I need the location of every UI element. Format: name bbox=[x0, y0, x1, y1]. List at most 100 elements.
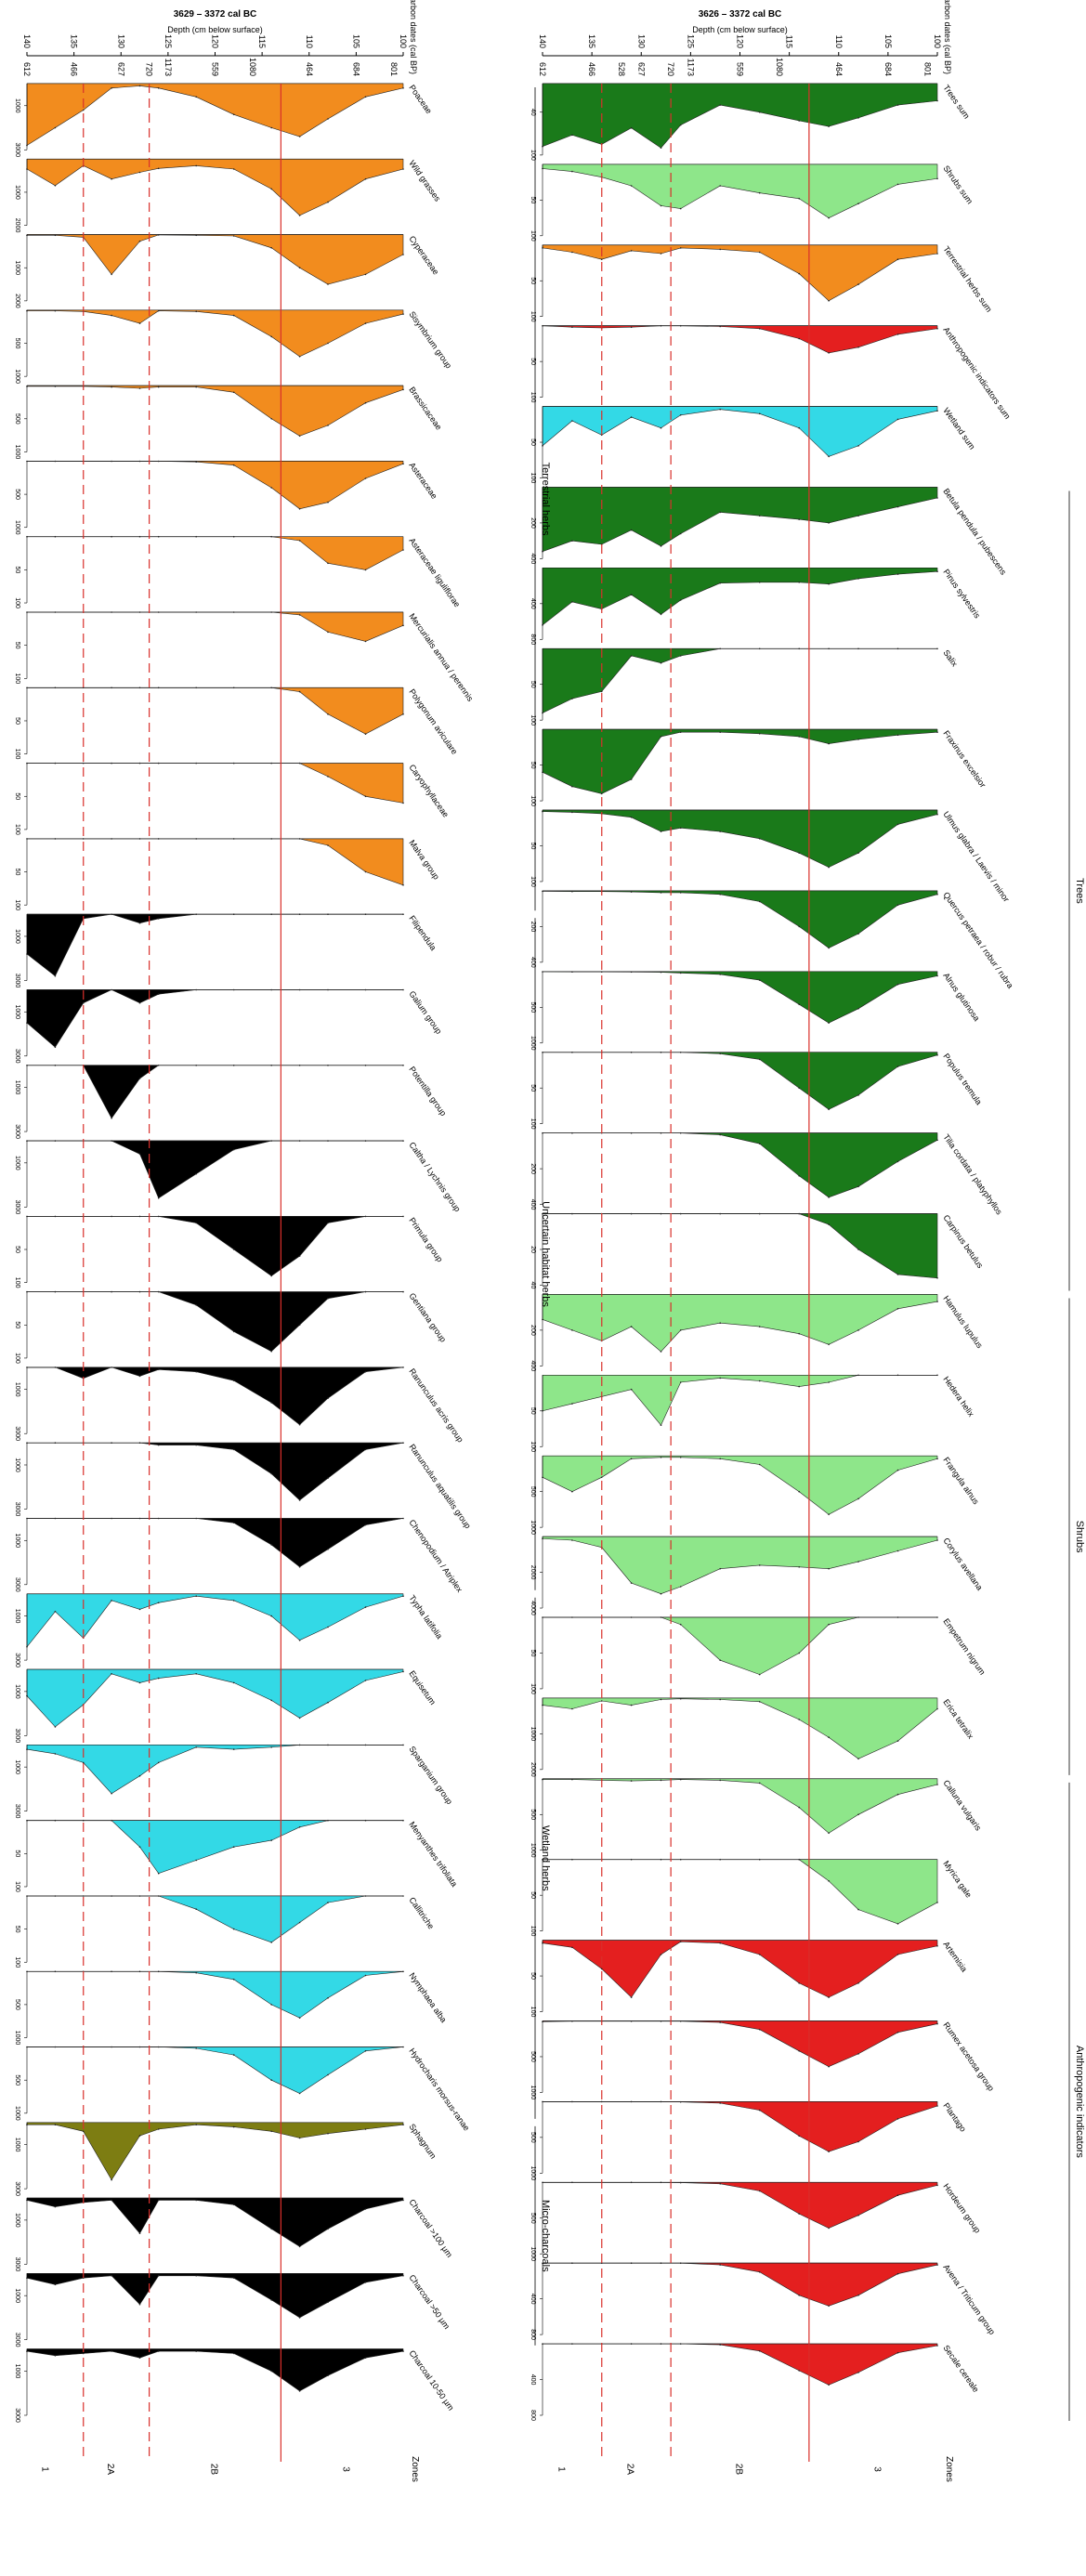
area-mark bbox=[542, 568, 938, 626]
data-point bbox=[660, 1424, 662, 1426]
data-point bbox=[402, 1595, 404, 1597]
data-point bbox=[54, 1611, 57, 1613]
area-mark bbox=[26, 2122, 404, 2181]
panel-x-tick-label: 100 bbox=[530, 1683, 536, 1694]
data-point bbox=[936, 1902, 938, 1903]
panel-x-tick-label: 500 bbox=[14, 489, 20, 500]
data-point bbox=[679, 2343, 682, 2345]
data-point bbox=[327, 776, 329, 778]
data-point bbox=[195, 386, 197, 388]
data-point bbox=[660, 1779, 662, 1782]
area-mark bbox=[26, 1291, 404, 1353]
area-mark bbox=[26, 1593, 404, 1648]
data-point bbox=[798, 2135, 800, 2138]
data-point bbox=[327, 1477, 329, 1479]
data-point bbox=[138, 1608, 141, 1611]
panel-x-tick-label: 500 bbox=[530, 1809, 536, 1820]
data-point bbox=[798, 2050, 800, 2052]
panel-x-tick-label: 50 bbox=[14, 642, 20, 649]
data-point bbox=[54, 1819, 57, 1822]
data-point bbox=[828, 1736, 830, 1738]
data-point bbox=[270, 1140, 272, 1142]
data-point bbox=[54, 838, 57, 840]
data-point bbox=[542, 2262, 543, 2264]
data-point bbox=[758, 111, 761, 113]
data-point bbox=[660, 2100, 662, 2103]
data-point bbox=[298, 540, 301, 542]
data-point bbox=[138, 1442, 141, 1444]
zone-label: 1 bbox=[556, 2466, 566, 2472]
panel-x-tick-label: 100 bbox=[530, 392, 536, 403]
data-point bbox=[54, 1046, 57, 1049]
age-tick-label: 466 bbox=[70, 62, 79, 76]
data-point bbox=[157, 1290, 160, 1293]
panel-23: 50 100 Menyanthes trifoliata bbox=[14, 1819, 459, 1892]
data-point bbox=[195, 988, 197, 991]
data-point bbox=[630, 250, 633, 252]
series-label: Ranunculus acris group bbox=[407, 1366, 464, 1444]
data-point bbox=[630, 416, 633, 418]
data-point bbox=[758, 412, 761, 415]
data-point bbox=[270, 988, 272, 991]
data-point bbox=[857, 1758, 859, 1760]
data-point bbox=[679, 731, 682, 734]
data-point bbox=[82, 2130, 85, 2133]
data-point bbox=[232, 2054, 235, 2056]
data-point bbox=[660, 971, 662, 974]
data-point bbox=[82, 1819, 85, 1822]
data-point bbox=[719, 248, 721, 251]
data-point bbox=[82, 762, 85, 765]
data-point bbox=[195, 1444, 197, 1446]
panel-26: 500 1000 Hydrocharis morsus-ranae bbox=[14, 2046, 471, 2133]
data-point bbox=[111, 2178, 112, 2181]
data-point bbox=[54, 1726, 57, 1728]
data-point bbox=[679, 1381, 682, 1383]
data-point bbox=[298, 2092, 301, 2095]
data-point bbox=[111, 2275, 112, 2277]
data-point bbox=[660, 545, 662, 547]
data-point bbox=[798, 2370, 800, 2372]
series-label: Hordeum group bbox=[941, 2182, 982, 2235]
data-point bbox=[195, 535, 197, 538]
panel-11: 500 1000 Alnus glutinosa bbox=[530, 971, 982, 1051]
area-mark bbox=[26, 1518, 404, 1568]
data-point bbox=[600, 971, 603, 973]
data-point bbox=[679, 1052, 682, 1053]
data-point bbox=[138, 1215, 141, 1218]
series-label: Potentilla group bbox=[407, 1065, 448, 1118]
data-point bbox=[298, 614, 301, 616]
series-label: Carpinus betulus bbox=[941, 1213, 985, 1270]
data-point bbox=[157, 1677, 160, 1680]
data-point bbox=[660, 147, 662, 149]
area-mark bbox=[26, 536, 404, 570]
area-mark bbox=[26, 1668, 404, 1728]
data-point bbox=[630, 1131, 633, 1134]
data-point bbox=[896, 1274, 899, 1275]
data-point bbox=[232, 611, 235, 613]
depth-axis-label: Depth (cm below surface) bbox=[167, 25, 263, 34]
series-label: Trees sum bbox=[941, 83, 971, 120]
data-point bbox=[630, 1388, 633, 1391]
data-point bbox=[679, 124, 682, 126]
panel-x-tick-label: 1000 bbox=[530, 1843, 536, 1858]
data-point bbox=[600, 258, 603, 261]
panel-x-tick-label: 400 bbox=[530, 2294, 536, 2305]
panel-x-tick-label: 2000 bbox=[14, 218, 20, 233]
data-point bbox=[26, 535, 28, 538]
panel-x-tick-label: 4000 bbox=[530, 1601, 536, 1615]
data-point bbox=[195, 164, 197, 167]
data-point bbox=[298, 2137, 301, 2139]
data-point bbox=[138, 322, 141, 324]
data-point bbox=[719, 2021, 721, 2023]
panel-0: 1000 3000 Poaceae bbox=[14, 83, 434, 157]
area-mark bbox=[542, 244, 938, 302]
series-label: Menyanthes trifoliata bbox=[407, 1820, 459, 1889]
data-point bbox=[630, 778, 633, 780]
series-label: Shrubs sum bbox=[941, 163, 975, 205]
data-point bbox=[571, 1212, 573, 1215]
data-point bbox=[157, 87, 160, 89]
data-point bbox=[758, 900, 761, 903]
data-point bbox=[364, 640, 367, 643]
data-point bbox=[54, 686, 57, 689]
data-point bbox=[828, 216, 830, 219]
